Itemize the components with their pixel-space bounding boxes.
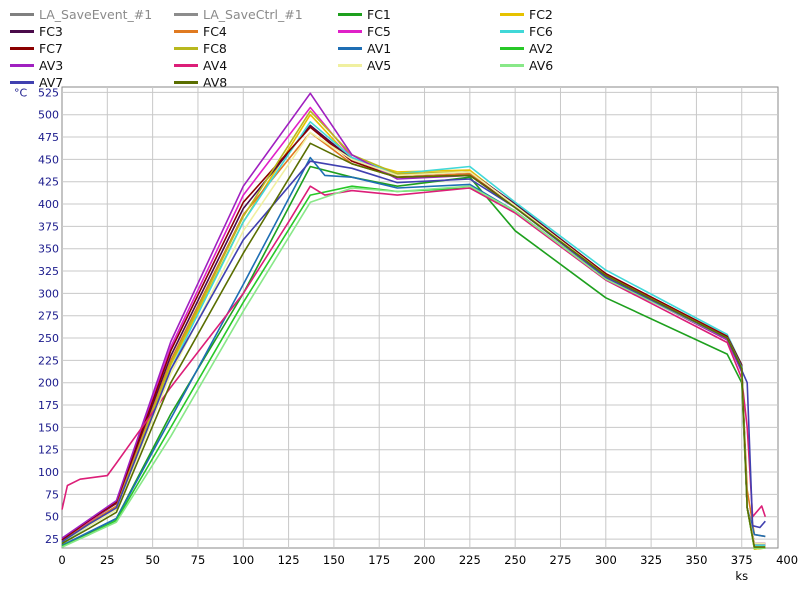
legend-label: FC7 [39, 40, 63, 56]
legend-swatch [10, 46, 34, 50]
legend-label: FC8 [203, 40, 227, 56]
x-tick-label: 225 [459, 553, 481, 567]
legend-swatch [174, 64, 198, 68]
y-tick-label: 425 [38, 176, 59, 189]
legend-label: FC5 [367, 23, 391, 39]
y-tick-label: 25 [45, 533, 59, 546]
x-tick-label: 125 [278, 553, 300, 567]
legend-item: FC1 [338, 6, 391, 22]
y-tick-label: 75 [45, 488, 59, 501]
x-tick-label: 150 [323, 553, 345, 567]
legend-swatch [174, 29, 198, 33]
legend-item: AV1 [338, 40, 391, 56]
legend-label: FC3 [39, 23, 63, 39]
y-tick-label: 175 [38, 399, 59, 412]
series-line-av7 [61, 160, 766, 543]
y-tick-label: 350 [38, 243, 59, 256]
legend-label: FC4 [203, 23, 227, 39]
legend-label: FC1 [367, 6, 391, 22]
y-tick-label: 525 [38, 86, 59, 99]
x-tick-label: 0 [58, 553, 65, 567]
y-tick-label: 450 [38, 153, 59, 166]
x-tick-label: 400 [776, 553, 798, 567]
legend-label: FC2 [529, 6, 553, 22]
legend-item: LA_SaveCtrl_#1 [174, 6, 303, 22]
legend-label: AV7 [39, 75, 64, 91]
x-tick-label: 300 [595, 553, 617, 567]
legend-label: AV6 [529, 58, 554, 74]
y-tick-label: 375 [38, 220, 59, 233]
legend-label: AV5 [367, 58, 392, 74]
legend-swatch [500, 46, 524, 50]
legend-swatch [10, 64, 34, 68]
legend-swatch [338, 46, 362, 50]
legend-item: FC7 [10, 40, 63, 56]
y-tick-label: 50 [45, 511, 59, 524]
x-tick-label: 200 [414, 553, 436, 567]
legend-item: AV4 [174, 58, 227, 74]
legend-swatch [10, 12, 34, 16]
legend-item: FC2 [500, 6, 553, 22]
legend-item: FC6 [500, 23, 553, 39]
y-tick-label: 250 [38, 332, 59, 345]
legend-item: FC3 [10, 23, 63, 39]
y-tick-label: 225 [38, 354, 59, 367]
x-tick-label: 350 [685, 553, 707, 567]
plot-area [61, 86, 779, 549]
legend-label: AV3 [39, 58, 64, 74]
legend-item: FC5 [338, 23, 391, 39]
y-unit-label: °C [14, 86, 28, 99]
legend-item: FC4 [174, 23, 227, 39]
x-unit-label: ks [735, 569, 748, 583]
legend-swatch [338, 12, 362, 16]
y-tick-label: 400 [38, 198, 59, 211]
y-tick-label: 100 [38, 466, 59, 479]
legend-swatch [500, 64, 524, 68]
legend-swatch [338, 29, 362, 33]
legend-swatch [174, 12, 198, 16]
legend-swatch [500, 12, 524, 16]
legend-item: AV2 [500, 40, 553, 56]
legend-swatch [174, 46, 198, 50]
x-tick-label: 75 [191, 553, 206, 567]
y-tick-label: 475 [38, 131, 59, 144]
legend-label: FC6 [529, 23, 553, 39]
y-tick-label: 200 [38, 377, 59, 390]
series-line-av4 [61, 185, 767, 518]
legend-label: AV4 [203, 58, 228, 74]
legend-swatch [10, 29, 34, 33]
legend-item: AV3 [10, 58, 63, 74]
legend-swatch [174, 81, 198, 85]
legend-item: AV7 [10, 75, 63, 91]
y-tick-label: 125 [38, 444, 59, 457]
x-tick-label: 375 [731, 553, 753, 567]
chart-legend: LA_SaveEvent_#1 LA_SaveCtrl_#1 FC1 FC2 FC3 FC… [0, 0, 800, 90]
y-tick-label: 275 [38, 310, 59, 323]
legend-item: FC8 [174, 40, 227, 56]
series-line-av8 [61, 142, 766, 548]
x-tick-label: 50 [145, 553, 160, 567]
x-tick-label: 250 [504, 553, 526, 567]
y-tick-label: 300 [38, 287, 59, 300]
x-tick-label: 175 [368, 553, 390, 567]
legend-swatch [10, 81, 34, 85]
x-tick-label: 25 [100, 553, 115, 567]
legend-item: LA_SaveEvent_#1 [10, 6, 152, 22]
legend-label: LA_SaveEvent_#1 [39, 6, 153, 22]
legend-swatch [500, 29, 524, 33]
x-tick-label: 325 [640, 553, 662, 567]
legend-item: AV6 [500, 58, 553, 74]
x-tick-label: 275 [550, 553, 572, 567]
legend-label: AV1 [367, 40, 392, 56]
y-tick-label: 325 [38, 265, 59, 278]
y-tick-label: 150 [38, 421, 59, 434]
legend-label: LA_SaveCtrl_#1 [203, 6, 303, 22]
legend-label: AV2 [529, 40, 554, 56]
legend-swatch [338, 64, 362, 68]
y-tick-label: 500 [38, 109, 59, 122]
x-tick-label: 100 [232, 553, 254, 567]
legend-item: AV5 [338, 58, 391, 74]
